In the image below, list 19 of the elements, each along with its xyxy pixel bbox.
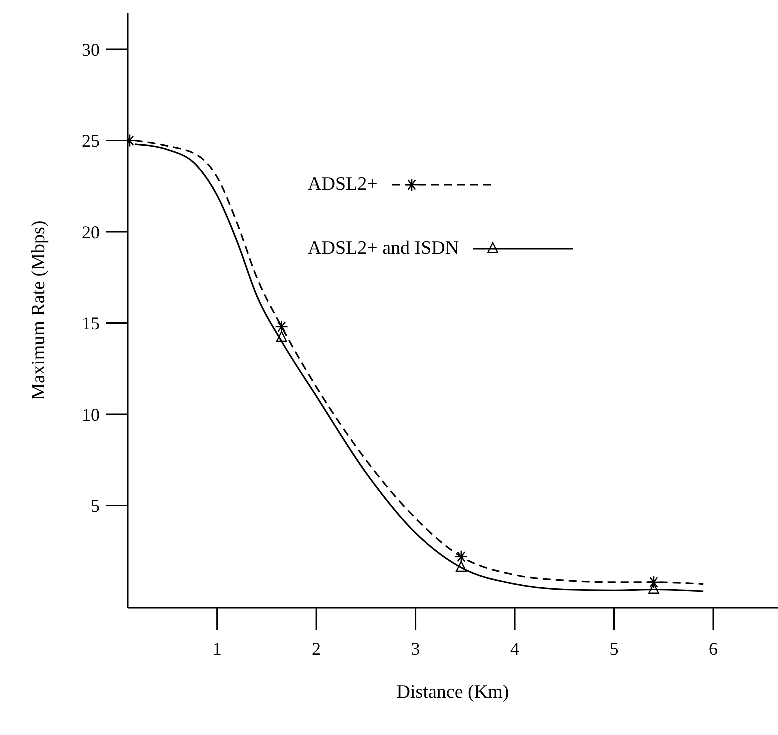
y-tick-label: 15 — [82, 314, 100, 334]
y-tick-label: 10 — [82, 404, 100, 425]
x-tick-label: 4 — [510, 638, 520, 659]
y-tick-label: 20 — [82, 222, 100, 242]
y-tick-label: 25 — [82, 131, 100, 152]
x-tick-label: 2 — [312, 638, 322, 659]
x-tick-label: 6 — [708, 638, 718, 659]
y-tick-label: 30 — [82, 40, 100, 60]
x-tick-label: 3 — [411, 638, 420, 659]
y-tick-label: 5 — [91, 496, 100, 516]
point — [456, 561, 467, 572]
point — [276, 331, 288, 342]
x-tick-label: 5 — [610, 638, 619, 659]
legend-label: ADSL2+ — [308, 174, 378, 196]
x-tick-label: 1 — [212, 638, 222, 659]
x-axis-title: Distance (Km) — [396, 682, 510, 703]
y-axis-title: Maximum Rate (Mbps) — [28, 220, 50, 400]
point — [648, 583, 660, 594]
legend-label: ADSL2+ and ISDN — [308, 238, 460, 260]
